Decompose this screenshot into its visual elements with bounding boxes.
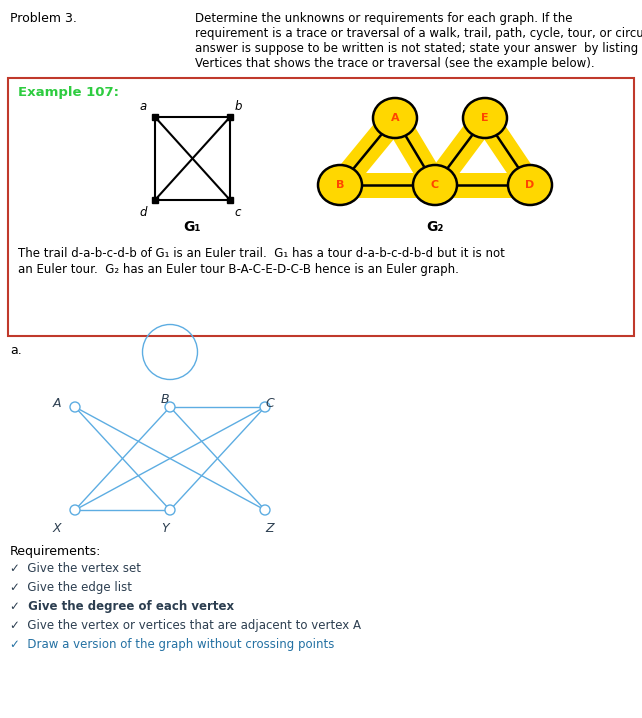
Text: Example 107:: Example 107: (18, 86, 119, 99)
Ellipse shape (373, 98, 417, 138)
Text: A: A (53, 397, 61, 410)
FancyBboxPatch shape (8, 78, 634, 336)
Ellipse shape (318, 165, 362, 205)
Text: G₂: G₂ (426, 220, 444, 234)
Text: Requirements:: Requirements: (10, 545, 101, 558)
Circle shape (70, 505, 80, 515)
Text: B: B (160, 393, 169, 406)
Text: a.: a. (10, 344, 22, 357)
Text: C: C (266, 397, 274, 410)
Text: D: D (525, 180, 535, 190)
Text: C: C (431, 180, 439, 190)
Circle shape (260, 505, 270, 515)
Text: G₁: G₁ (183, 220, 201, 234)
Text: The trail d-a-b-c-d-b of G₁ is an Euler trail.  G₁ has a tour d-a-b-c-d-b-d but : The trail d-a-b-c-d-b of G₁ is an Euler … (18, 247, 505, 260)
Text: ✓  Give the vertex or vertices that are adjacent to vertex A: ✓ Give the vertex or vertices that are a… (10, 619, 361, 632)
Text: ✓  Draw a version of the graph without crossing points: ✓ Draw a version of the graph without cr… (10, 638, 334, 651)
Text: A: A (391, 113, 399, 123)
Text: ✓  Give the degree of each vertex: ✓ Give the degree of each vertex (10, 600, 234, 613)
Text: a: a (139, 101, 146, 113)
Text: X: X (53, 522, 62, 535)
Text: Vertices that shows the trace or traversal (see the example below).: Vertices that shows the trace or travers… (195, 57, 594, 70)
Circle shape (165, 402, 175, 412)
Text: Z: Z (266, 522, 274, 535)
Circle shape (260, 402, 270, 412)
Circle shape (70, 402, 80, 412)
Text: Y: Y (161, 522, 169, 535)
Ellipse shape (463, 98, 507, 138)
Text: an Euler tour.  G₂ has an Euler tour B-A-C-E-D-C-B hence is an Euler graph.: an Euler tour. G₂ has an Euler tour B-A-… (18, 263, 459, 276)
Text: c: c (235, 205, 241, 218)
Text: answer is suppose to be written is not stated; state your answer  by listing the: answer is suppose to be written is not s… (195, 42, 642, 55)
Text: Problem 3.: Problem 3. (10, 12, 77, 25)
Circle shape (165, 505, 175, 515)
Text: requirement is a trace or traversal of a walk, trail, path, cycle, tour, or circ: requirement is a trace or traversal of a… (195, 27, 642, 40)
Text: ✓  Give the edge list: ✓ Give the edge list (10, 581, 132, 594)
Text: Determine the unknowns or requirements for each graph. If the: Determine the unknowns or requirements f… (195, 12, 573, 25)
Text: d: d (139, 205, 147, 218)
Ellipse shape (508, 165, 552, 205)
Text: ✓  Give the vertex set: ✓ Give the vertex set (10, 562, 141, 575)
Text: b: b (234, 101, 242, 113)
Text: E: E (482, 113, 489, 123)
Text: B: B (336, 180, 344, 190)
Ellipse shape (413, 165, 457, 205)
